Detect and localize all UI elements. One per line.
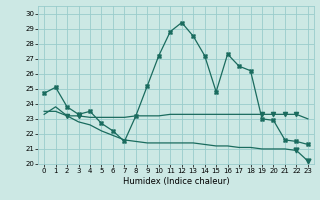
X-axis label: Humidex (Indice chaleur): Humidex (Indice chaleur) (123, 177, 229, 186)
